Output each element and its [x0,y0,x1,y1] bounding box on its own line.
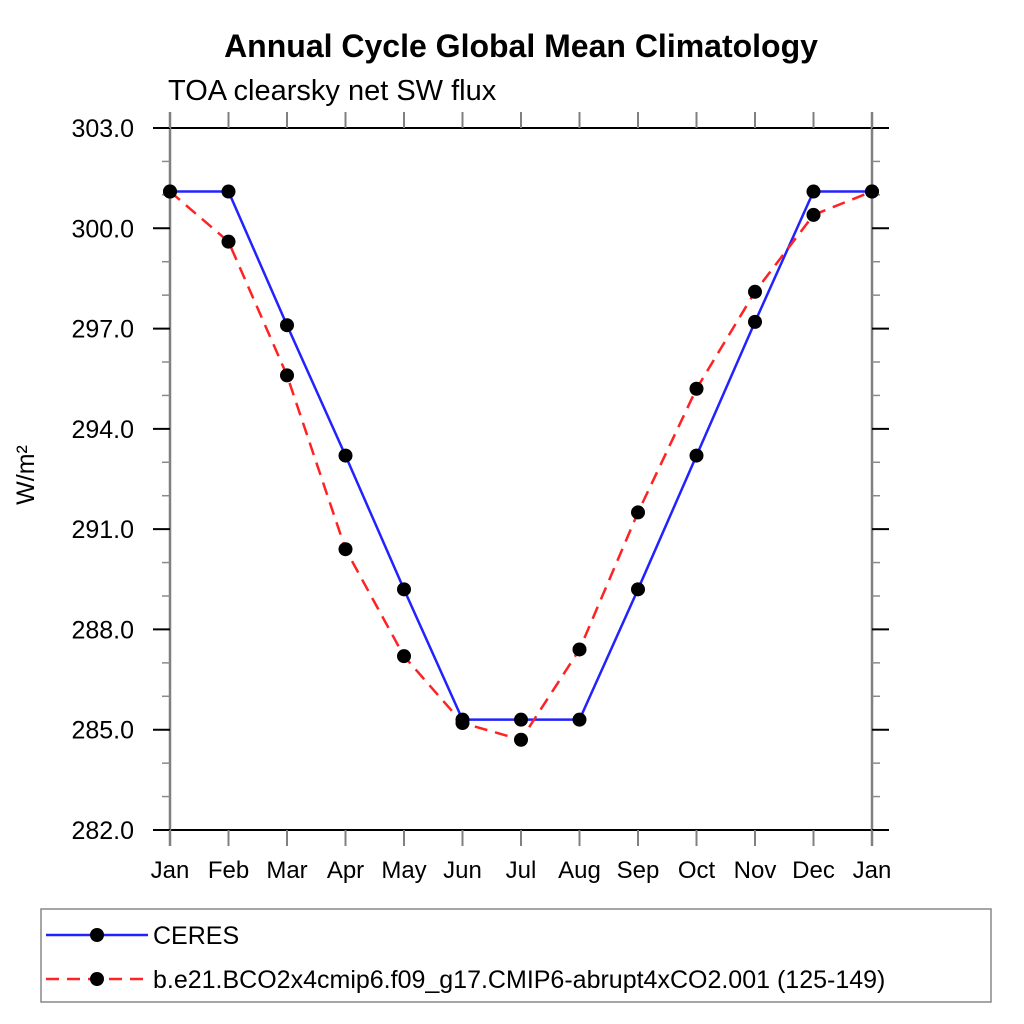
x-tick-label: Jun [443,857,482,884]
y-tick-label: 288.0 [71,616,134,644]
data-point-marker [572,642,587,657]
x-tick-label: Nov [734,857,777,884]
data-point-marker [806,207,821,222]
data-point-marker [338,448,353,463]
series-line-ceres [170,190,872,721]
chart-title: Annual Cycle Global Mean Climatology [224,28,818,64]
x-tick-label: Jul [506,857,537,884]
x-tick-label: Sep [617,857,660,884]
data-point-marker [806,184,821,199]
data-point-marker [221,184,236,199]
y-axis-label: W/m² [12,445,40,505]
y-tick-label: 291.0 [71,516,134,544]
data-point-marker [221,234,236,249]
data-point-marker [572,712,587,727]
y-tick-label: 285.0 [71,717,134,745]
data-point-marker [280,318,294,333]
x-tick-label: May [381,857,426,884]
data-point-marker [748,314,762,329]
x-tick-label: Oct [678,857,716,884]
data-point-marker [397,582,411,597]
legend-label: b.e21.BCO2x4cmip6.f09_g17.CMIP6-abrupt4x… [153,966,885,994]
y-tick-label: 294.0 [71,416,134,444]
x-tick-label: Dec [792,857,835,884]
y-tick-label: 282.0 [71,817,134,845]
data-point-marker [631,582,645,597]
y-tick-label: 297.0 [71,316,134,344]
x-tick-label: Jan [151,857,190,884]
legend-label: CERES [153,922,239,950]
data-point-marker [397,649,411,664]
data-point-marker [631,505,645,520]
x-tick-label: Jan [853,857,892,884]
x-tick-label: Aug [558,857,601,884]
legend-marker [90,928,104,942]
data-point-marker [163,184,177,199]
data-point-marker [514,712,528,727]
x-tick-label: Mar [266,857,307,884]
data-point-marker [514,732,528,747]
data-point-marker [338,542,353,557]
data-point-marker [455,716,470,731]
data-point-marker [689,448,704,463]
series-group [163,184,879,747]
axes-frame: 282.0 285.0 288.0 291.0 294.0 297.0 300.0 303.0… [71,112,891,884]
y-tick-label: 300.0 [71,215,134,243]
chart-subtitle: TOA clearsky net SW flux [168,75,497,107]
data-point-marker [748,284,762,299]
x-tick-label: Apr [327,857,364,884]
legend: CERES b.e21.BCO2x4cmip6.f09_g17.CMIP6-abr… [40,908,992,1003]
y-tick-label: 303.0 [71,115,134,143]
data-point-marker [280,368,294,383]
data-point-marker [865,184,879,199]
legend-marker [90,972,104,986]
data-point-marker [689,381,704,396]
series-line-model [169,190,873,742]
legend-box [40,908,992,1003]
x-tick-label: Feb [208,857,249,884]
